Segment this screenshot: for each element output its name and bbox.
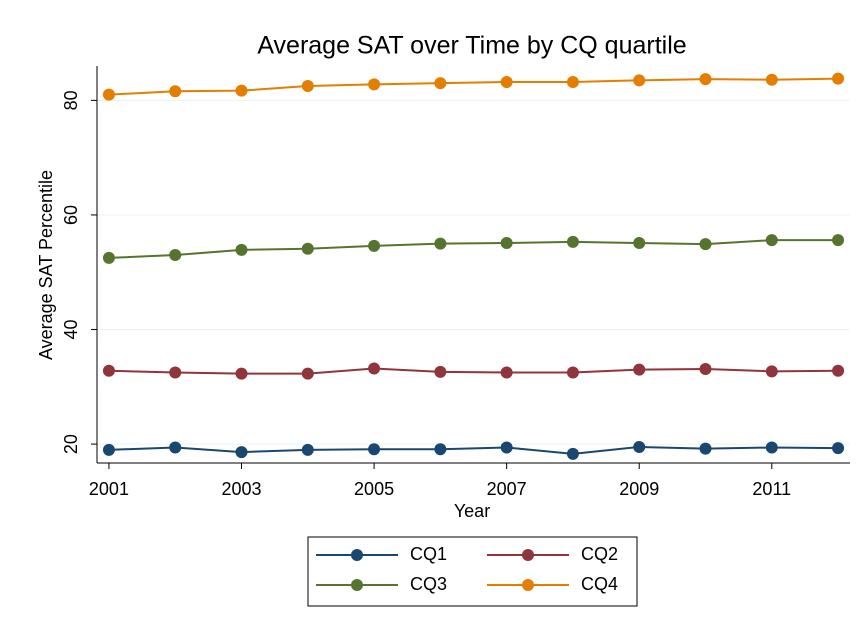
x-axis-title: Year: [454, 501, 490, 521]
point: [500, 441, 513, 454]
point: [500, 76, 513, 89]
legend-label: CQ2: [581, 544, 618, 564]
point: [102, 364, 115, 377]
point: [169, 441, 182, 454]
legend-label: CQ1: [410, 544, 447, 564]
point: [434, 77, 447, 90]
y-tick-label: 80: [61, 90, 81, 110]
y-tick-label: 60: [61, 205, 81, 225]
x-tick-label: 2009: [619, 479, 659, 499]
point: [301, 242, 314, 255]
point: [633, 440, 646, 453]
point: [699, 73, 712, 86]
legend-marker: [351, 549, 363, 561]
point: [301, 443, 314, 456]
point: [832, 234, 845, 247]
x-tick-label: 2003: [221, 479, 261, 499]
y-tick-label: 20: [61, 434, 81, 454]
point: [765, 365, 778, 378]
point: [235, 446, 248, 459]
point: [169, 366, 182, 379]
series-line: [108, 77, 839, 96]
point: [699, 363, 712, 376]
y-tick-label: 40: [61, 320, 81, 340]
point: [368, 78, 381, 91]
point: [699, 238, 712, 251]
point: [301, 80, 314, 93]
point: [235, 243, 248, 256]
legend-label: CQ4: [581, 574, 618, 594]
point: [765, 73, 778, 86]
point: [832, 72, 845, 85]
x-tick-label: 2007: [487, 479, 527, 499]
legend-box: [307, 536, 638, 607]
point: [500, 237, 513, 250]
y-axis-title: Average SAT Percentile: [36, 170, 56, 360]
point: [832, 442, 845, 455]
point: [500, 366, 513, 379]
point: [765, 441, 778, 454]
point: [169, 249, 182, 262]
series-line: [108, 239, 839, 259]
legend-marker: [522, 549, 534, 561]
point: [368, 239, 381, 252]
series-line: [108, 445, 839, 455]
point: [434, 365, 447, 378]
point: [235, 84, 248, 97]
point: [102, 88, 115, 101]
point: [633, 237, 646, 250]
point: [765, 234, 778, 247]
point: [235, 367, 248, 380]
point: [301, 367, 314, 380]
point: [102, 251, 115, 264]
x-tick-label: 2011: [752, 479, 791, 499]
point: [832, 364, 845, 377]
point: [368, 443, 381, 456]
point: [434, 237, 447, 250]
legend-marker: [522, 579, 534, 591]
legend-marker: [351, 579, 363, 591]
legend-label: CQ3: [410, 574, 447, 594]
x-tick-label: 2005: [354, 479, 394, 499]
point: [566, 235, 579, 248]
point: [566, 76, 579, 89]
point: [633, 363, 646, 376]
point: [566, 366, 579, 379]
point: [102, 443, 115, 456]
series-line: [108, 367, 839, 375]
x-tick-label: 2001: [89, 479, 129, 499]
point: [699, 442, 712, 455]
chart-title: Average SAT over Time by CQ quartile: [257, 32, 686, 60]
point: [434, 443, 447, 456]
point: [566, 447, 579, 460]
point: [368, 362, 381, 375]
point: [633, 74, 646, 87]
point: [169, 85, 182, 98]
